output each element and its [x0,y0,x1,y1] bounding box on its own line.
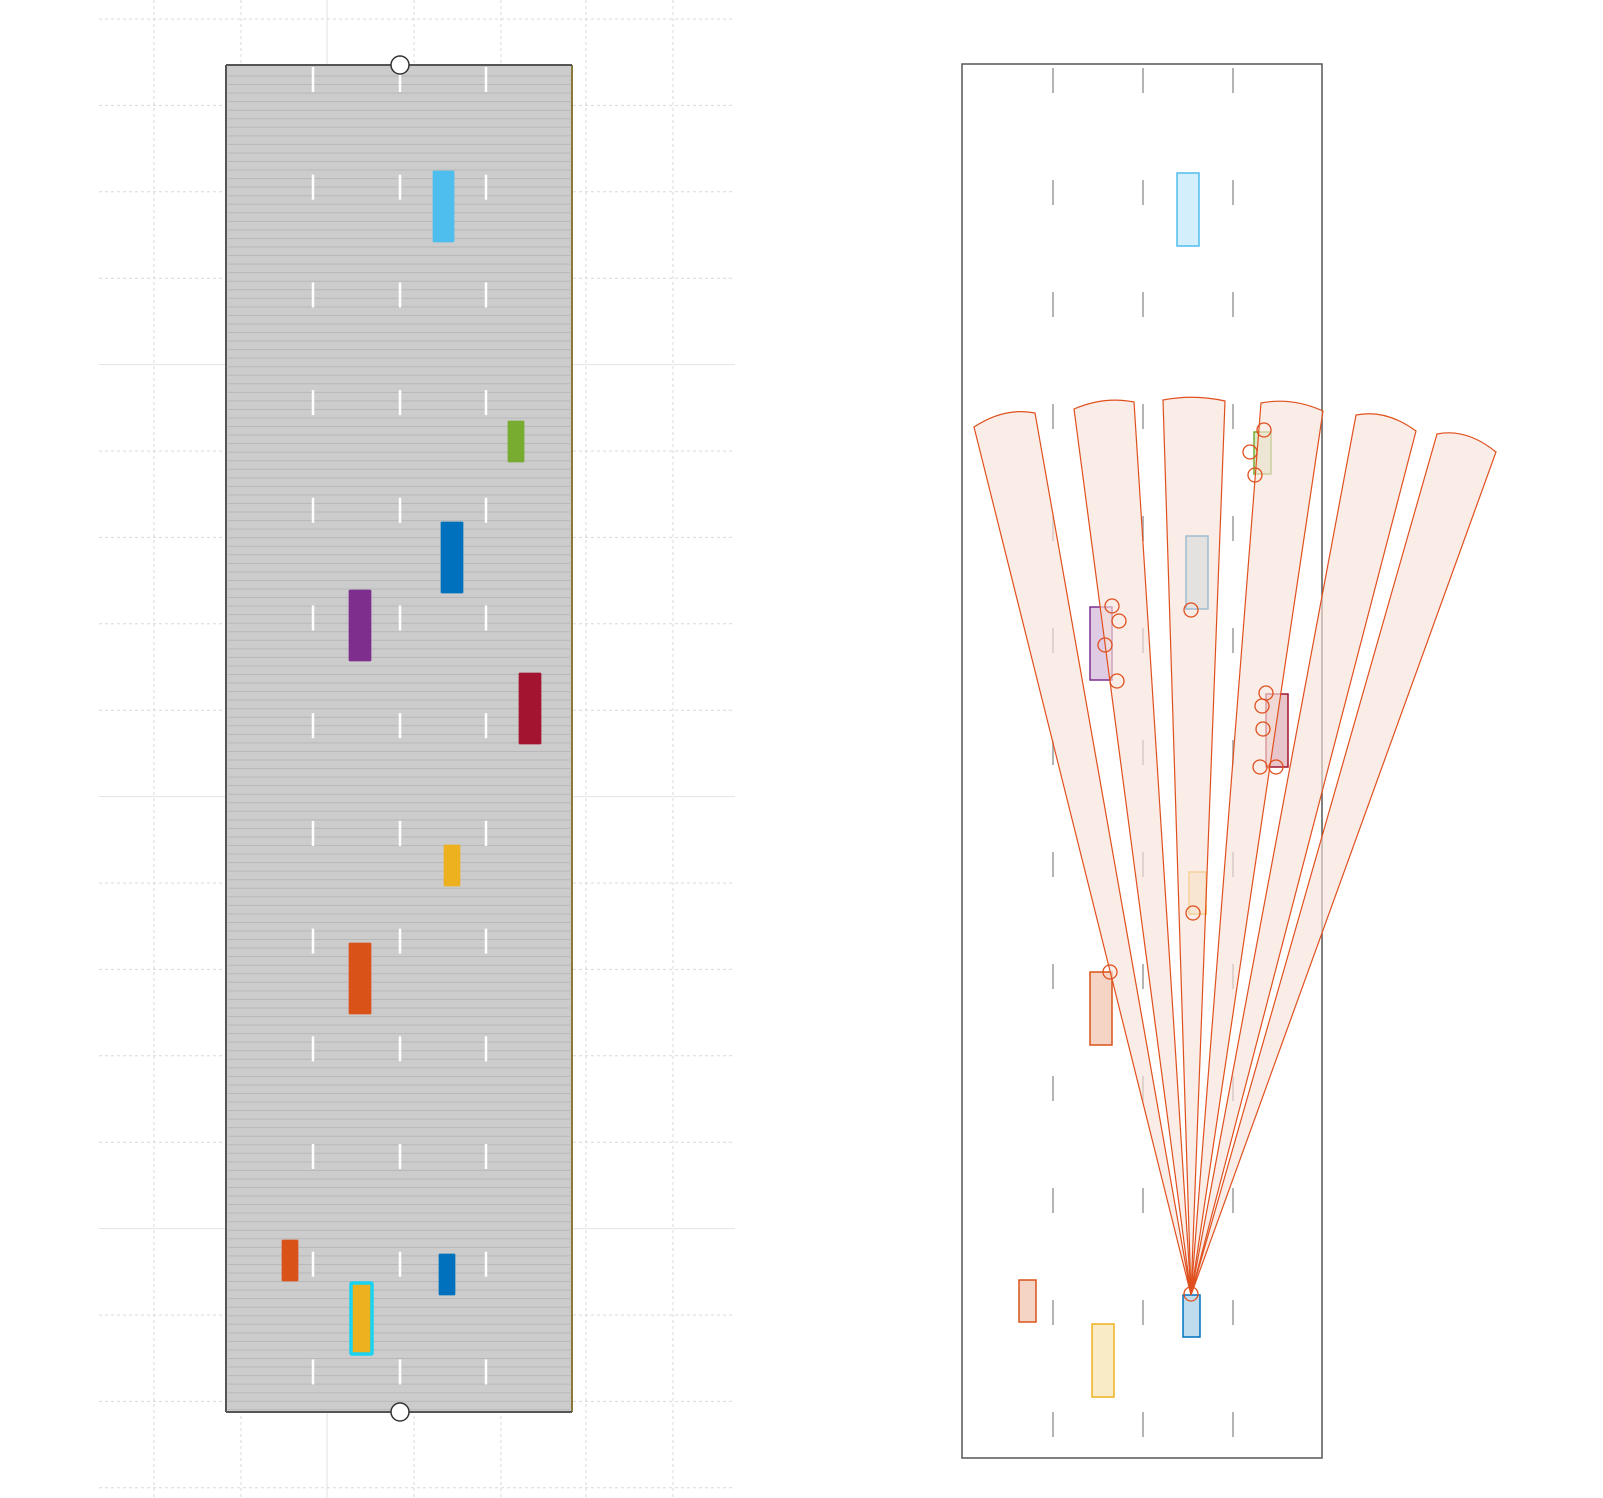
editor-vehicles[interactable] [281,170,542,1356]
vehicle-blue-car-rear[interactable] [438,1253,456,1296]
road-center-handle-top[interactable] [390,55,410,75]
vehicle-ego-vehicle[interactable] [349,1281,374,1356]
vehicle-purple-car[interactable] [348,589,372,662]
detection-marker [1102,964,1118,980]
sensor-coverage-wedge [1190,400,1324,1296]
vehicle-dark-red-car[interactable] [518,672,542,745]
sensor-coverage-wedge [1162,396,1226,1296]
detection-marker [1268,759,1284,775]
sensor-coverage-wedge [1073,399,1192,1296]
bev-vehicle-orange-car-rear [1018,1279,1037,1323]
detection-marker [1247,467,1263,483]
sensor-coverage-wedge [1190,432,1497,1296]
sensor-coverage-wedge [973,411,1192,1296]
detection-marker [1183,602,1199,618]
sensor-detections [1097,422,1284,1302]
detection-marker [1109,673,1125,689]
road-center-handle-bottom[interactable] [390,1402,410,1422]
sensor-coverage-areas [973,396,1497,1296]
lane-markings [311,67,488,1385]
vehicle-yellow-car-ahead[interactable] [443,844,461,887]
detection-marker [1111,613,1127,629]
bev-vehicle-orange-car-mid [1089,971,1113,1046]
vehicle-blue-car-ahead[interactable] [440,521,464,594]
scenario-editor-canvas[interactable] [99,0,735,1498]
birds-eye-plot [961,63,1497,1459]
detection-marker [1252,759,1268,775]
detection-marker [1255,721,1271,737]
road[interactable] [225,64,573,1413]
vehicle-orange-car-rear[interactable] [281,1239,299,1282]
bev-vehicle-yellow-car-rear [1091,1323,1115,1398]
detection-marker [1104,598,1120,614]
detection-marker [1183,1286,1199,1302]
sensor-coverage-wedge [1190,413,1417,1296]
vehicle-light-blue-car[interactable] [432,170,455,243]
detection-marker [1185,905,1201,921]
detection-marker [1256,422,1272,438]
detection-marker [1097,637,1113,653]
detection-marker [1242,444,1258,460]
bev-vehicle-light-blue-car [1176,172,1200,247]
vehicle-orange-car-mid[interactable] [348,942,372,1015]
detection-marker [1254,698,1270,714]
vehicle-green-car[interactable] [507,420,525,463]
